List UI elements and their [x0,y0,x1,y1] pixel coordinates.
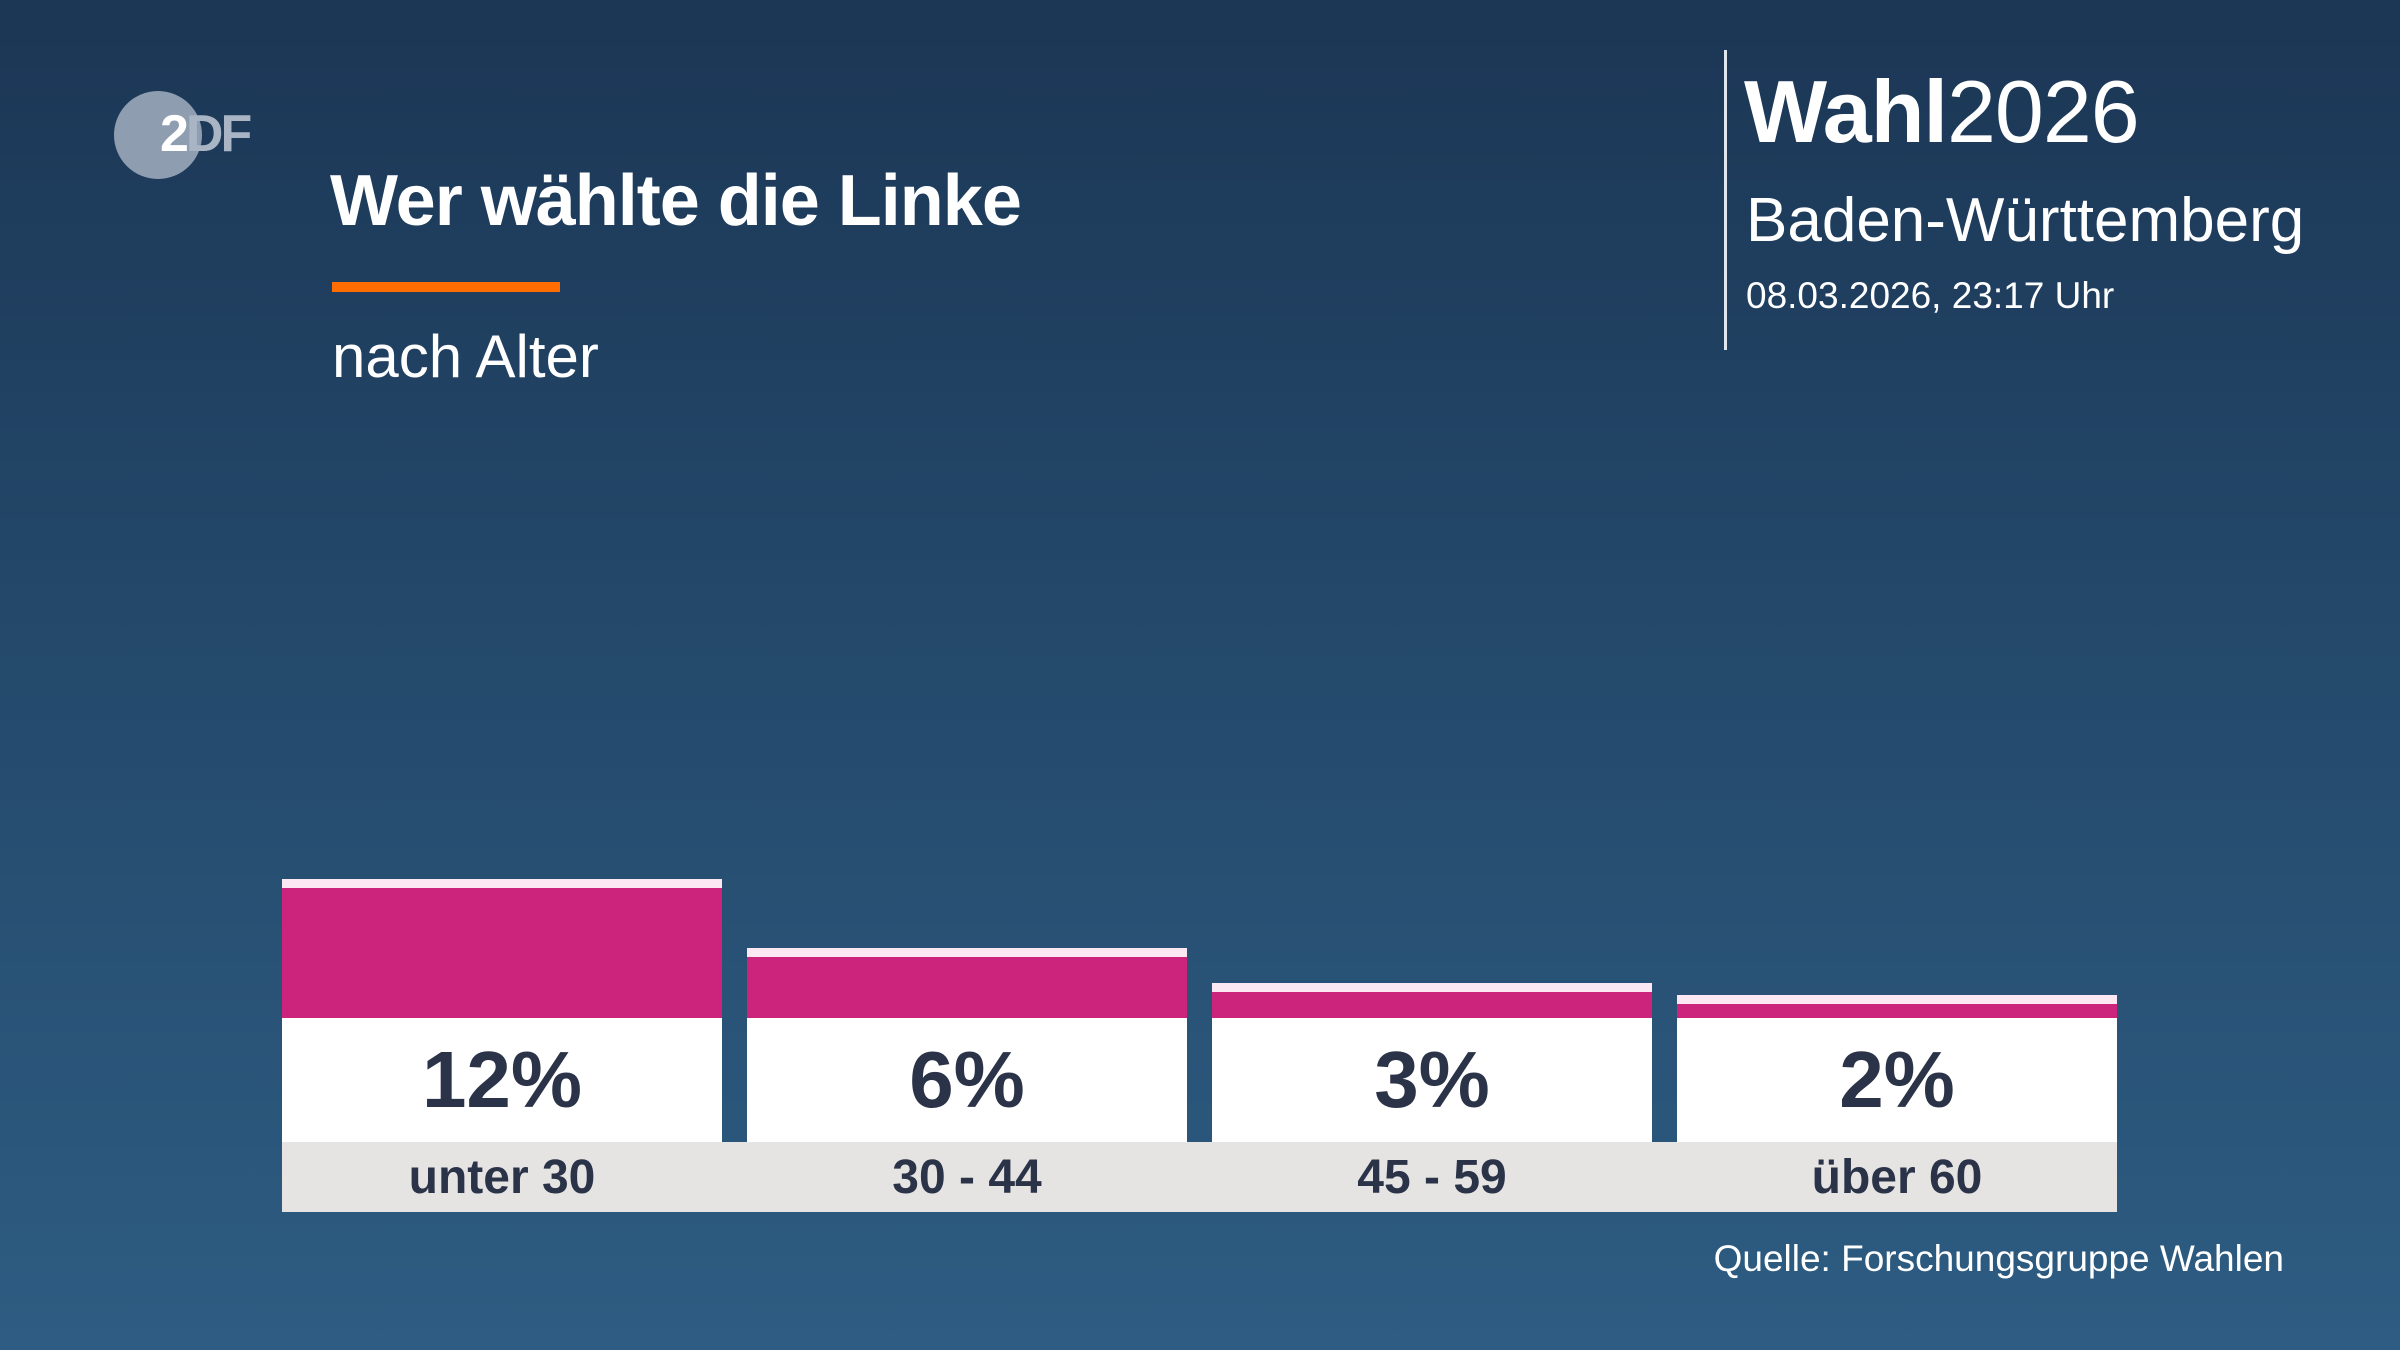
bar-fill [1677,1003,2117,1018]
category-label: 45 - 59 [1357,1150,1507,1204]
bar-cap [747,948,1187,958]
category-label: 30 - 44 [892,1150,1042,1204]
category-label-band [282,1142,2117,1212]
bar-fill [747,957,1187,1018]
chart-title: Wer wählte die Linke [330,161,1022,241]
bar-value-label: 3% [1212,1018,1652,1142]
bar-fill [1212,992,1652,1018]
bar-cap [282,878,722,888]
accent-underline [332,282,560,292]
bar-value-label: 6% [747,1018,1187,1142]
category-label: unter 30 [408,1150,596,1204]
election-title: Wahl2026 [1744,62,2140,161]
divider [1724,50,1727,350]
bar-cap [1677,994,2117,1004]
bar-value-label: 12% [282,1018,722,1142]
zdf-logo: 2DF [160,105,252,163]
category-label: über 60 [1811,1150,1983,1204]
bar-value-label: 2% [1677,1018,2117,1142]
region-name: Baden-Württemberg [1746,186,2305,255]
bar-cap [1212,983,1652,993]
timestamp: 08.03.2026, 23:17 Uhr [1746,275,2115,316]
chart-subtitle: nach Alter [332,323,599,390]
source-note: Quelle: Forschungsgruppe Wahlen [1713,1238,2284,1279]
zdf-logo-circle [114,91,202,179]
bar-fill [282,887,722,1018]
